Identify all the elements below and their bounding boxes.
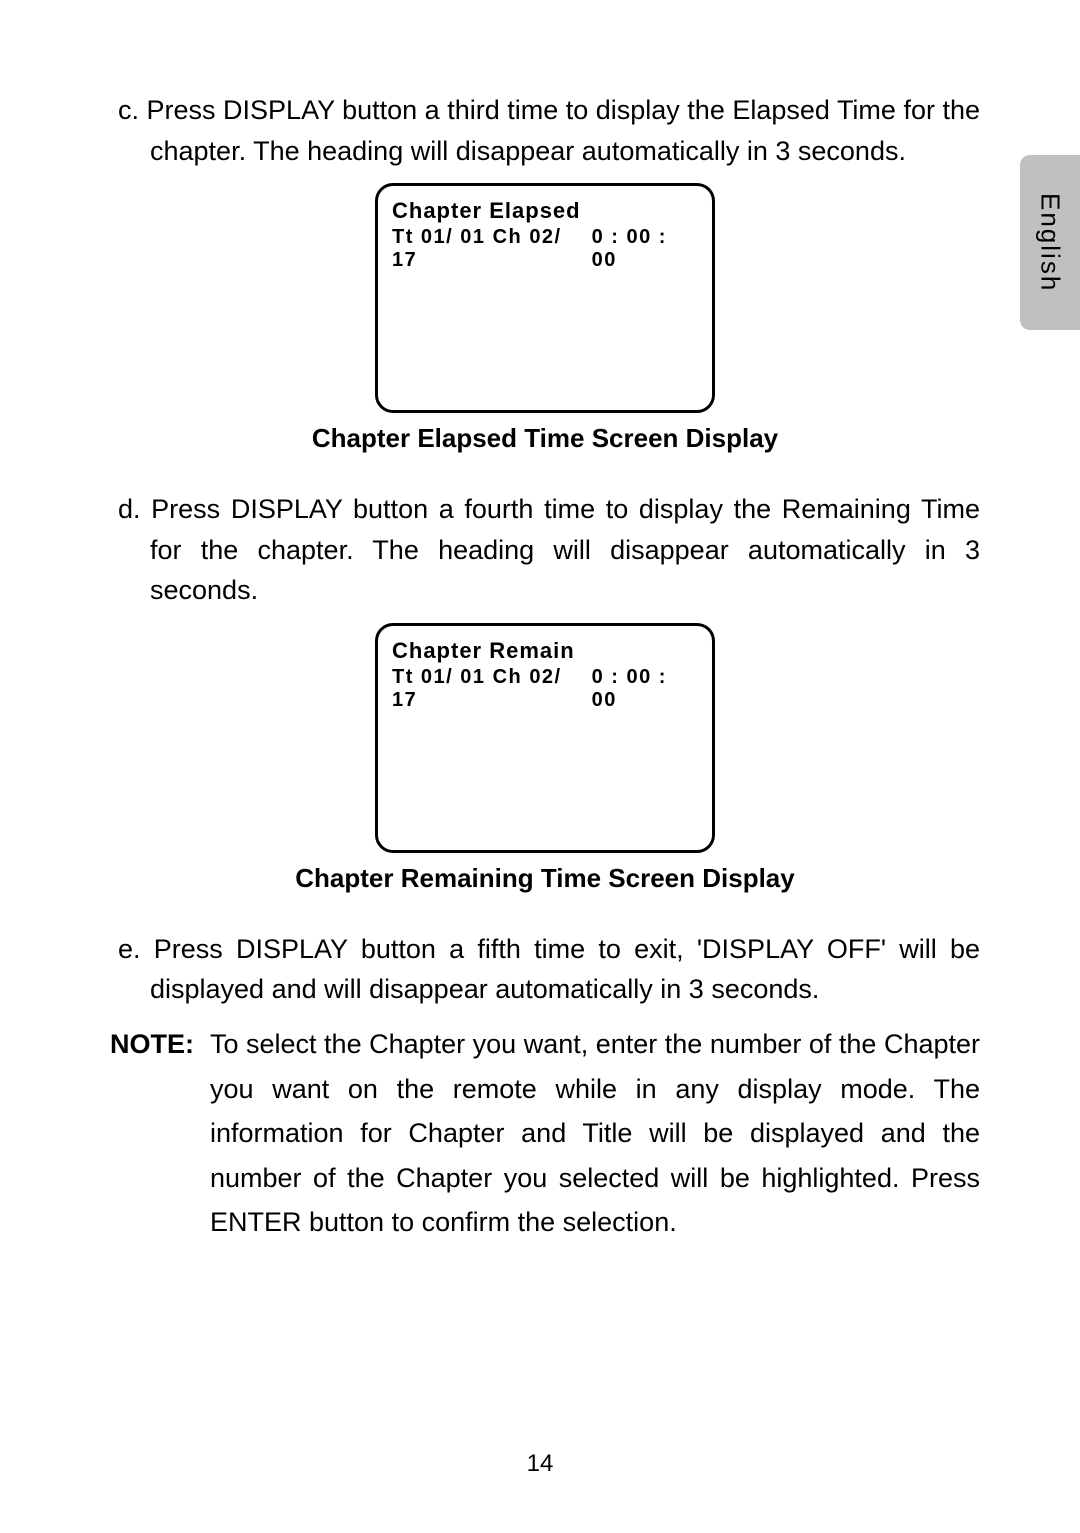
screen-elapsed-status-right: 0 : 00 : 00 [592,226,698,272]
screen-remain-box: Chapter Remain Tt 01/ 01 Ch 02/ 17 0 : 0… [375,623,715,853]
screen-remain-title: Chapter Remain [392,638,698,664]
screen-elapsed-box: Chapter Elapsed Tt 01/ 01 Ch 02/ 17 0 : … [375,183,715,413]
note-body: To select the Chapter you want, enter th… [110,1022,980,1245]
screen-elapsed-caption: Chapter Elapsed Time Screen Display [110,423,980,454]
screen-remain-status-right: 0 : 00 : 00 [592,666,698,712]
screen-elapsed-status-left: Tt 01/ 01 Ch 02/ 17 [392,226,592,272]
note-label: NOTE: [110,1029,194,1059]
paragraph-c: c. Press DISPLAY button a third time to … [118,90,980,171]
paragraph-d: d. Press DISPLAY button a fourth time to… [118,489,980,611]
screen-elapsed-status: Tt 01/ 01 Ch 02/ 17 0 : 00 : 00 [392,226,698,272]
screen-elapsed-title: Chapter Elapsed [392,198,698,224]
screen-remain-status-left: Tt 01/ 01 Ch 02/ 17 [392,666,592,712]
note-block: NOTE: To select the Chapter you want, en… [110,1022,980,1245]
page-number: 14 [0,1450,1080,1478]
paragraph-e: e. Press DISPLAY button a fifth time to … [118,929,980,1010]
page-content: c. Press DISPLAY button a third time to … [0,0,1080,1533]
screen-remain-status: Tt 01/ 01 Ch 02/ 17 0 : 00 : 00 [392,666,698,712]
screen-remain-caption: Chapter Remaining Time Screen Display [110,863,980,894]
